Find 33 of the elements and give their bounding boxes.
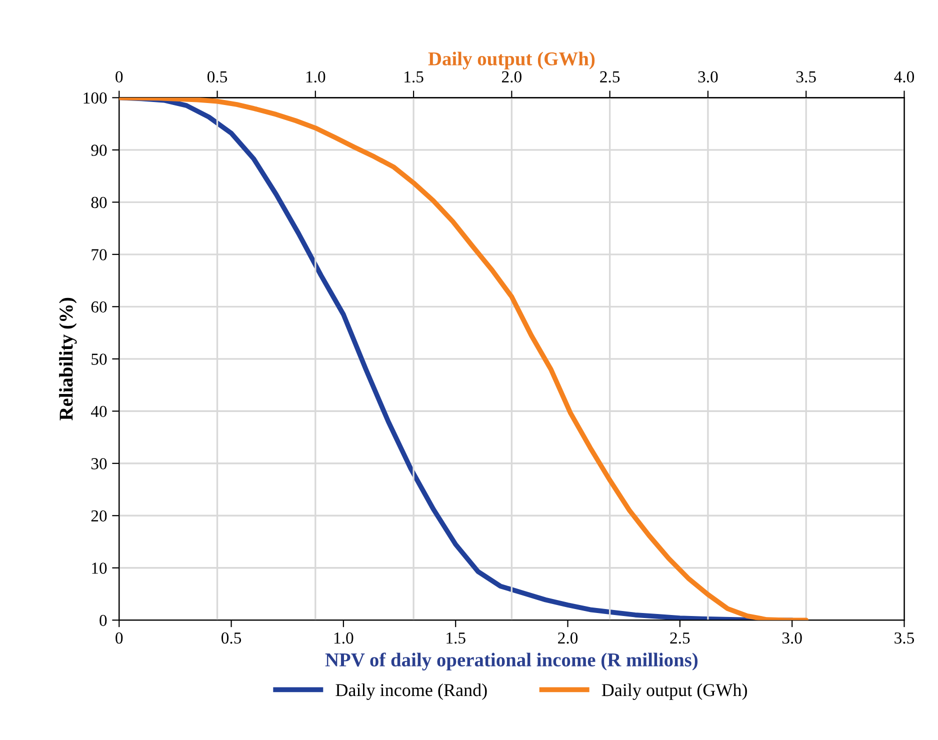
y-tick-label: 70 — [92, 249, 107, 260]
y-tick-label: 100 — [84, 92, 107, 104]
y-axis-title: Reliability (%) — [59, 298, 77, 420]
x2-tick-label: 1.0 — [306, 71, 326, 83]
x2-tick-label: 4.0 — [894, 71, 914, 83]
x-tick-label: 3.5 — [894, 632, 914, 644]
y-tick-label: 90 — [91, 144, 107, 156]
x2-tick-label: 3.0 — [698, 71, 718, 83]
x-axis-title: NPV of daily operational income (R millions) — [325, 652, 698, 670]
legend-label: Daily income (Rand) — [336, 684, 487, 700]
y-tick-label: 0 — [100, 614, 107, 626]
y-tick-label: 80 — [91, 196, 107, 208]
x2-tick-label: 0 — [116, 71, 123, 82]
x-tick-label: 2.0 — [558, 632, 578, 644]
x2-tick-label: 1.5 — [404, 71, 424, 83]
legend-label: Daily output (GWh) — [602, 684, 747, 700]
y-tick-label: 20 — [91, 510, 107, 522]
x-tick-label: 1.0 — [334, 632, 354, 644]
x2-tick-label: 0.5 — [207, 71, 228, 83]
y-tick-label: 40 — [90, 406, 107, 418]
x-tick-label: 1.5 — [446, 632, 466, 644]
y-tick-label: 50 — [92, 354, 107, 365]
x-tick-label: 3.0 — [782, 632, 802, 644]
y-tick-label: 60 — [91, 301, 107, 313]
x2-tick-label: 2.5 — [600, 71, 620, 83]
y-tick-label: 10 — [92, 562, 107, 574]
x-tick-label: 2.5 — [670, 632, 690, 644]
x2-tick-label: 3.5 — [796, 71, 816, 83]
y-tick-label: 30 — [91, 458, 107, 470]
x-tick-label: 0.5 — [222, 632, 242, 644]
x-tick-label: 0 — [116, 632, 123, 644]
x2-tick-label: 2.0 — [502, 71, 522, 83]
x2-axis-title: Daily output (GWh) — [428, 52, 595, 70]
